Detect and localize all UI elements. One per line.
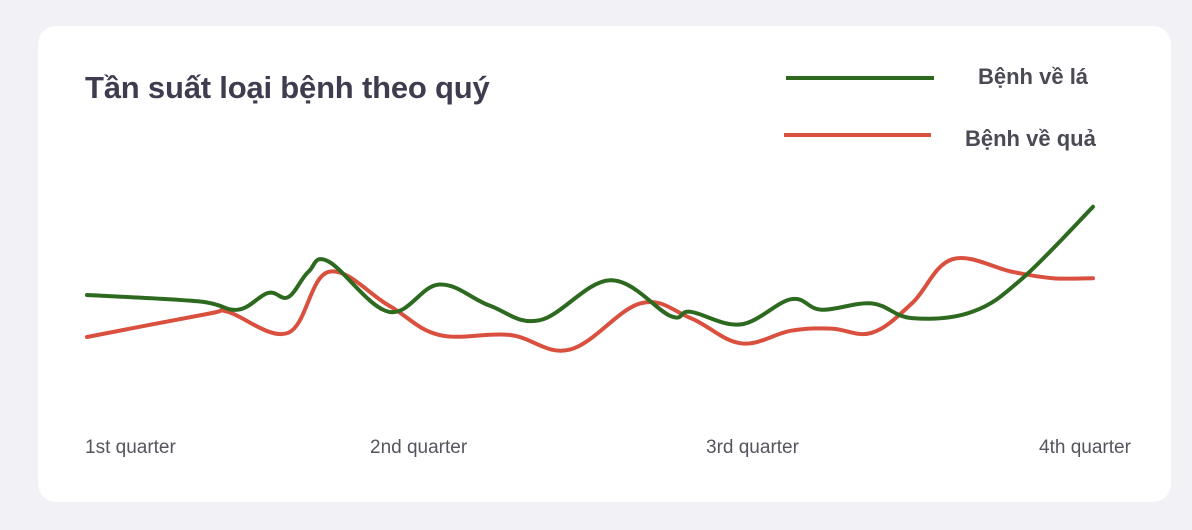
series-line-leaf-disease xyxy=(85,204,1095,327)
series-line-fruit-disease xyxy=(85,256,1095,353)
x-tick-label: 2nd quarter xyxy=(370,437,468,458)
x-tick-label: 1st quarter xyxy=(85,437,176,458)
legend-label-fruit: Bệnh về quả xyxy=(965,126,1096,151)
x-tick-label: 4th quarter xyxy=(1039,437,1131,458)
x-tick-label: 3rd quarter xyxy=(706,437,799,458)
legend-label-leaf: Bệnh về lá xyxy=(978,64,1089,89)
chart-title: Tần suất loại bệnh theo quý xyxy=(85,70,490,105)
